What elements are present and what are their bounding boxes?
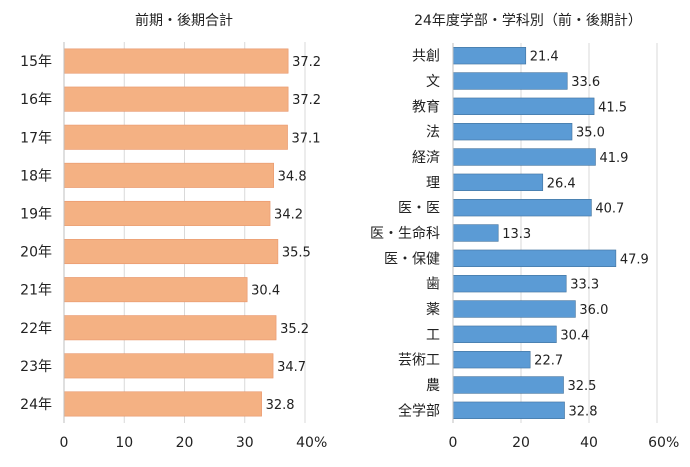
data-label: 34.7 bbox=[277, 360, 306, 375]
bar bbox=[63, 86, 289, 112]
bar bbox=[63, 277, 248, 303]
category-label: 芸術工 bbox=[398, 353, 440, 369]
data-label: 41.9 bbox=[599, 151, 628, 166]
data-label: 22.7 bbox=[534, 354, 563, 369]
bar bbox=[63, 48, 289, 74]
bar bbox=[452, 351, 531, 369]
category-label: 教育 bbox=[412, 99, 440, 115]
category-label: 薬 bbox=[426, 302, 440, 318]
tick-label: 60 bbox=[648, 435, 666, 451]
category-label: 歯 bbox=[426, 277, 440, 293]
bar bbox=[452, 249, 617, 267]
category-label: 共創 bbox=[412, 49, 440, 65]
tick-label: 30 bbox=[236, 435, 254, 451]
data-label: 32.8 bbox=[266, 398, 295, 413]
data-label: 26.4 bbox=[547, 176, 576, 191]
data-label: 37.1 bbox=[292, 131, 321, 146]
left-bar-chart: 前期・後期合計 15年 37.2 16年 37.2 17年 37.1 18年 34.8 19年 34… bbox=[20, 12, 327, 451]
bar bbox=[63, 391, 262, 417]
data-label: 37.2 bbox=[292, 55, 321, 70]
bar bbox=[452, 173, 544, 191]
data-label: 21.4 bbox=[530, 50, 559, 65]
data-label: 36.0 bbox=[579, 303, 608, 318]
tick-label: 10 bbox=[115, 435, 133, 451]
category-label: 21年 bbox=[20, 283, 52, 299]
data-label: 30.4 bbox=[251, 284, 280, 299]
data-label: 47.9 bbox=[620, 252, 649, 267]
category-label: 22年 bbox=[20, 321, 52, 337]
data-label: 33.6 bbox=[571, 75, 600, 90]
bar bbox=[452, 47, 527, 65]
data-label: 30.4 bbox=[560, 328, 589, 343]
tick-label: 40 bbox=[580, 435, 598, 451]
category-label: 18年 bbox=[20, 168, 52, 184]
data-label: 32.5 bbox=[568, 379, 597, 394]
bar bbox=[63, 200, 271, 226]
data-label: 37.2 bbox=[292, 93, 321, 108]
category-label: 20年 bbox=[20, 245, 52, 261]
bar bbox=[63, 124, 288, 150]
bar bbox=[63, 162, 274, 188]
bar bbox=[63, 239, 279, 265]
tick-label: 20 bbox=[512, 435, 530, 451]
data-label: 34.8 bbox=[278, 169, 307, 184]
category-label: 経済 bbox=[412, 150, 440, 166]
bar bbox=[452, 401, 565, 419]
category-label: 工 bbox=[426, 327, 440, 343]
category-label: 理 bbox=[426, 175, 440, 191]
bar bbox=[452, 148, 596, 166]
category-label: 17年 bbox=[20, 130, 52, 146]
data-label: 34.2 bbox=[274, 207, 303, 222]
category-label: 23年 bbox=[20, 359, 52, 375]
bar bbox=[63, 315, 277, 341]
bar bbox=[452, 300, 576, 318]
bar bbox=[452, 224, 499, 242]
data-label: 41.5 bbox=[598, 100, 627, 115]
category-label: 全学部 bbox=[398, 402, 440, 419]
category-label: 19年 bbox=[20, 206, 52, 222]
category-label: 法 bbox=[426, 125, 440, 141]
data-label: 32.8 bbox=[569, 404, 598, 419]
bar bbox=[452, 97, 595, 115]
category-label: 16年 bbox=[20, 92, 52, 108]
data-label: 35.2 bbox=[280, 322, 309, 337]
unit-label: % bbox=[666, 435, 679, 451]
bar bbox=[452, 275, 567, 293]
data-label: 13.3 bbox=[502, 227, 531, 242]
data-label: 33.3 bbox=[570, 278, 599, 293]
tick-label: 40 bbox=[296, 435, 314, 451]
data-label: 35.0 bbox=[576, 126, 605, 141]
data-label: 40.7 bbox=[595, 202, 624, 217]
bar bbox=[452, 72, 568, 90]
data-label: 35.5 bbox=[282, 246, 311, 261]
category-label: 医・医 bbox=[398, 201, 440, 217]
bar bbox=[63, 353, 274, 379]
category-label: 24年 bbox=[20, 397, 52, 413]
unit-label: % bbox=[314, 435, 327, 451]
tick-label: 0 bbox=[60, 435, 69, 451]
bar bbox=[452, 123, 573, 141]
bar bbox=[452, 199, 592, 217]
category-label: 医・生命科 bbox=[370, 225, 440, 242]
right-bar-chart: 24年度学部・学科別（前・後期計） 共創 21.4 文 33.6 教育 41.5 法 35.0 経… bbox=[370, 12, 679, 451]
chart-title: 前期・後期合計 bbox=[135, 12, 233, 29]
tick-label: 20 bbox=[176, 435, 194, 451]
category-label: 15年 bbox=[20, 54, 52, 70]
category-label: 医・保健 bbox=[384, 251, 440, 267]
category-label: 文 bbox=[426, 74, 440, 90]
bar bbox=[452, 376, 564, 394]
category-label: 農 bbox=[426, 378, 440, 394]
tick-label: 0 bbox=[449, 435, 458, 451]
chart-title: 24年度学部・学科別（前・後期計） bbox=[414, 12, 642, 29]
bar bbox=[452, 325, 557, 343]
